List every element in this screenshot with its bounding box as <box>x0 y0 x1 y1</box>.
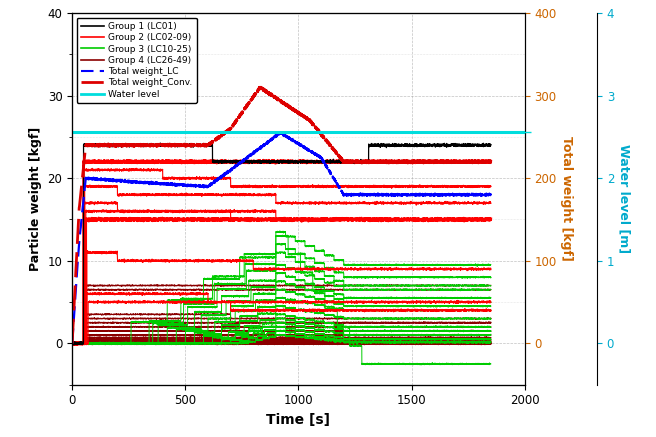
Y-axis label: Water level [m]: Water level [m] <box>618 144 631 253</box>
Y-axis label: Total weight [kgf]: Total weight [kgf] <box>560 136 573 261</box>
Y-axis label: Particle weight [kgf]: Particle weight [kgf] <box>29 127 42 271</box>
Legend: Group 1 (LC01), Group 2 (LC02-09), Group 3 (LC10-25), Group 4 (LC26-49), Total w: Group 1 (LC01), Group 2 (LC02-09), Group… <box>77 17 197 103</box>
X-axis label: Time [s]: Time [s] <box>266 413 331 427</box>
